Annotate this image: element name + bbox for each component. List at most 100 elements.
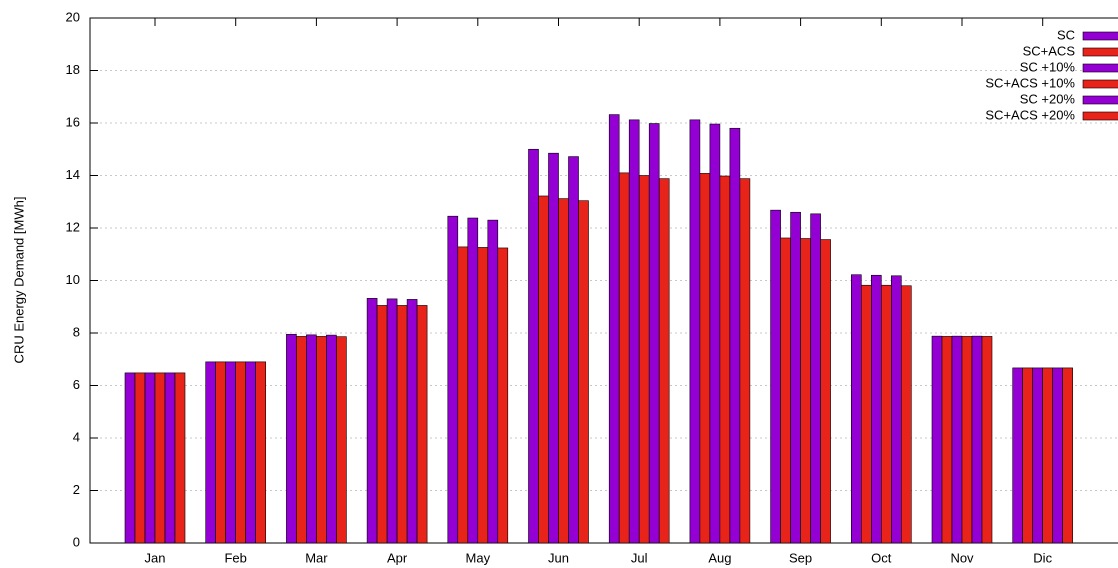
bar xyxy=(971,335,983,544)
x-tick-label: Apr xyxy=(387,550,408,565)
bar xyxy=(558,198,569,544)
bar xyxy=(245,361,256,544)
bar xyxy=(739,178,751,544)
bar xyxy=(800,238,811,544)
x-tick-label: Aug xyxy=(708,550,731,565)
bar xyxy=(578,200,589,544)
legend-label: SC +10% xyxy=(1020,59,1076,74)
y-tick-label: 16 xyxy=(66,114,80,129)
x-tick-label: Nov xyxy=(950,550,974,565)
bar xyxy=(215,361,226,544)
y-tick-label: 14 xyxy=(66,167,80,182)
bar xyxy=(144,372,156,544)
bar xyxy=(487,219,499,544)
x-tick-label: Jul xyxy=(631,550,648,565)
bar xyxy=(528,148,539,544)
y-tick-label: 4 xyxy=(73,429,80,444)
bar xyxy=(608,114,620,544)
bar xyxy=(618,172,630,544)
bar xyxy=(810,213,821,544)
bar xyxy=(124,372,136,544)
x-tick-label: Jun xyxy=(548,550,569,565)
bar xyxy=(548,152,559,544)
bar xyxy=(366,298,378,544)
y-tick-label: 12 xyxy=(66,219,80,234)
bar xyxy=(709,123,721,544)
bar xyxy=(850,274,862,544)
legend-label: SC+ACS +10% xyxy=(985,75,1075,90)
bar xyxy=(568,156,579,544)
x-tick-label: Dic xyxy=(1033,550,1052,565)
bar xyxy=(255,361,266,544)
bar xyxy=(396,305,408,544)
y-tick-label: 2 xyxy=(73,482,80,497)
bar xyxy=(1012,367,1024,544)
bar xyxy=(376,305,388,544)
y-tick-label: 6 xyxy=(73,377,80,392)
x-tick-label: Oct xyxy=(871,550,892,565)
bar xyxy=(1062,367,1073,544)
bar xyxy=(951,335,963,544)
bar xyxy=(467,217,479,544)
bar xyxy=(457,246,469,544)
bar xyxy=(296,336,307,544)
bar xyxy=(638,175,650,544)
bar xyxy=(981,336,993,544)
bar xyxy=(447,215,459,544)
bar xyxy=(941,336,953,544)
bar xyxy=(1042,367,1053,544)
legend-swatch xyxy=(1082,79,1118,89)
y-tick-label: 8 xyxy=(73,324,80,339)
bar xyxy=(961,336,973,544)
bar xyxy=(406,299,418,544)
bar xyxy=(134,372,146,544)
bar xyxy=(770,209,781,544)
bar xyxy=(497,247,509,544)
bar xyxy=(658,178,670,544)
bar xyxy=(931,335,943,544)
legend-label: SC+ACS xyxy=(1023,43,1076,58)
bar xyxy=(174,372,186,544)
y-tick-label: 0 xyxy=(73,534,80,549)
bar xyxy=(790,211,801,544)
y-tick-label: 10 xyxy=(66,272,80,287)
legend-label: SC +20% xyxy=(1020,91,1076,106)
legend-swatch xyxy=(1082,47,1118,57)
bar xyxy=(870,274,882,544)
bar xyxy=(235,361,246,544)
bar xyxy=(326,334,337,544)
bar xyxy=(477,247,489,544)
legend-label: SC+ACS +20% xyxy=(985,107,1075,122)
bar xyxy=(860,284,872,544)
legend-swatch xyxy=(1082,31,1118,41)
bar xyxy=(164,372,176,544)
x-tick-label: Sep xyxy=(789,550,812,565)
legend-label: SC xyxy=(1057,27,1075,42)
bar xyxy=(416,305,428,544)
bar xyxy=(900,285,912,544)
bar xyxy=(729,127,741,544)
bar xyxy=(316,336,327,544)
plot-frame xyxy=(89,17,1118,544)
bar xyxy=(820,239,831,544)
x-tick-label: Jan xyxy=(145,550,166,565)
y-axis-label: CRU Energy Demand [MWh] xyxy=(11,197,26,364)
bar xyxy=(780,237,791,544)
bar xyxy=(648,123,660,544)
x-tick-label: May xyxy=(466,550,491,565)
bar xyxy=(880,284,892,544)
legend-swatch xyxy=(1082,95,1118,105)
bar xyxy=(1022,367,1034,544)
bar xyxy=(689,119,701,544)
legend-swatch xyxy=(1082,111,1118,121)
bar xyxy=(1052,367,1063,544)
bar xyxy=(336,336,347,544)
bar xyxy=(1032,367,1043,544)
y-tick-label: 20 xyxy=(66,9,80,24)
x-tick-label: Mar xyxy=(305,550,328,565)
bar xyxy=(154,372,166,544)
legend-swatch xyxy=(1082,63,1118,73)
bar xyxy=(225,361,236,544)
bar xyxy=(890,275,902,544)
